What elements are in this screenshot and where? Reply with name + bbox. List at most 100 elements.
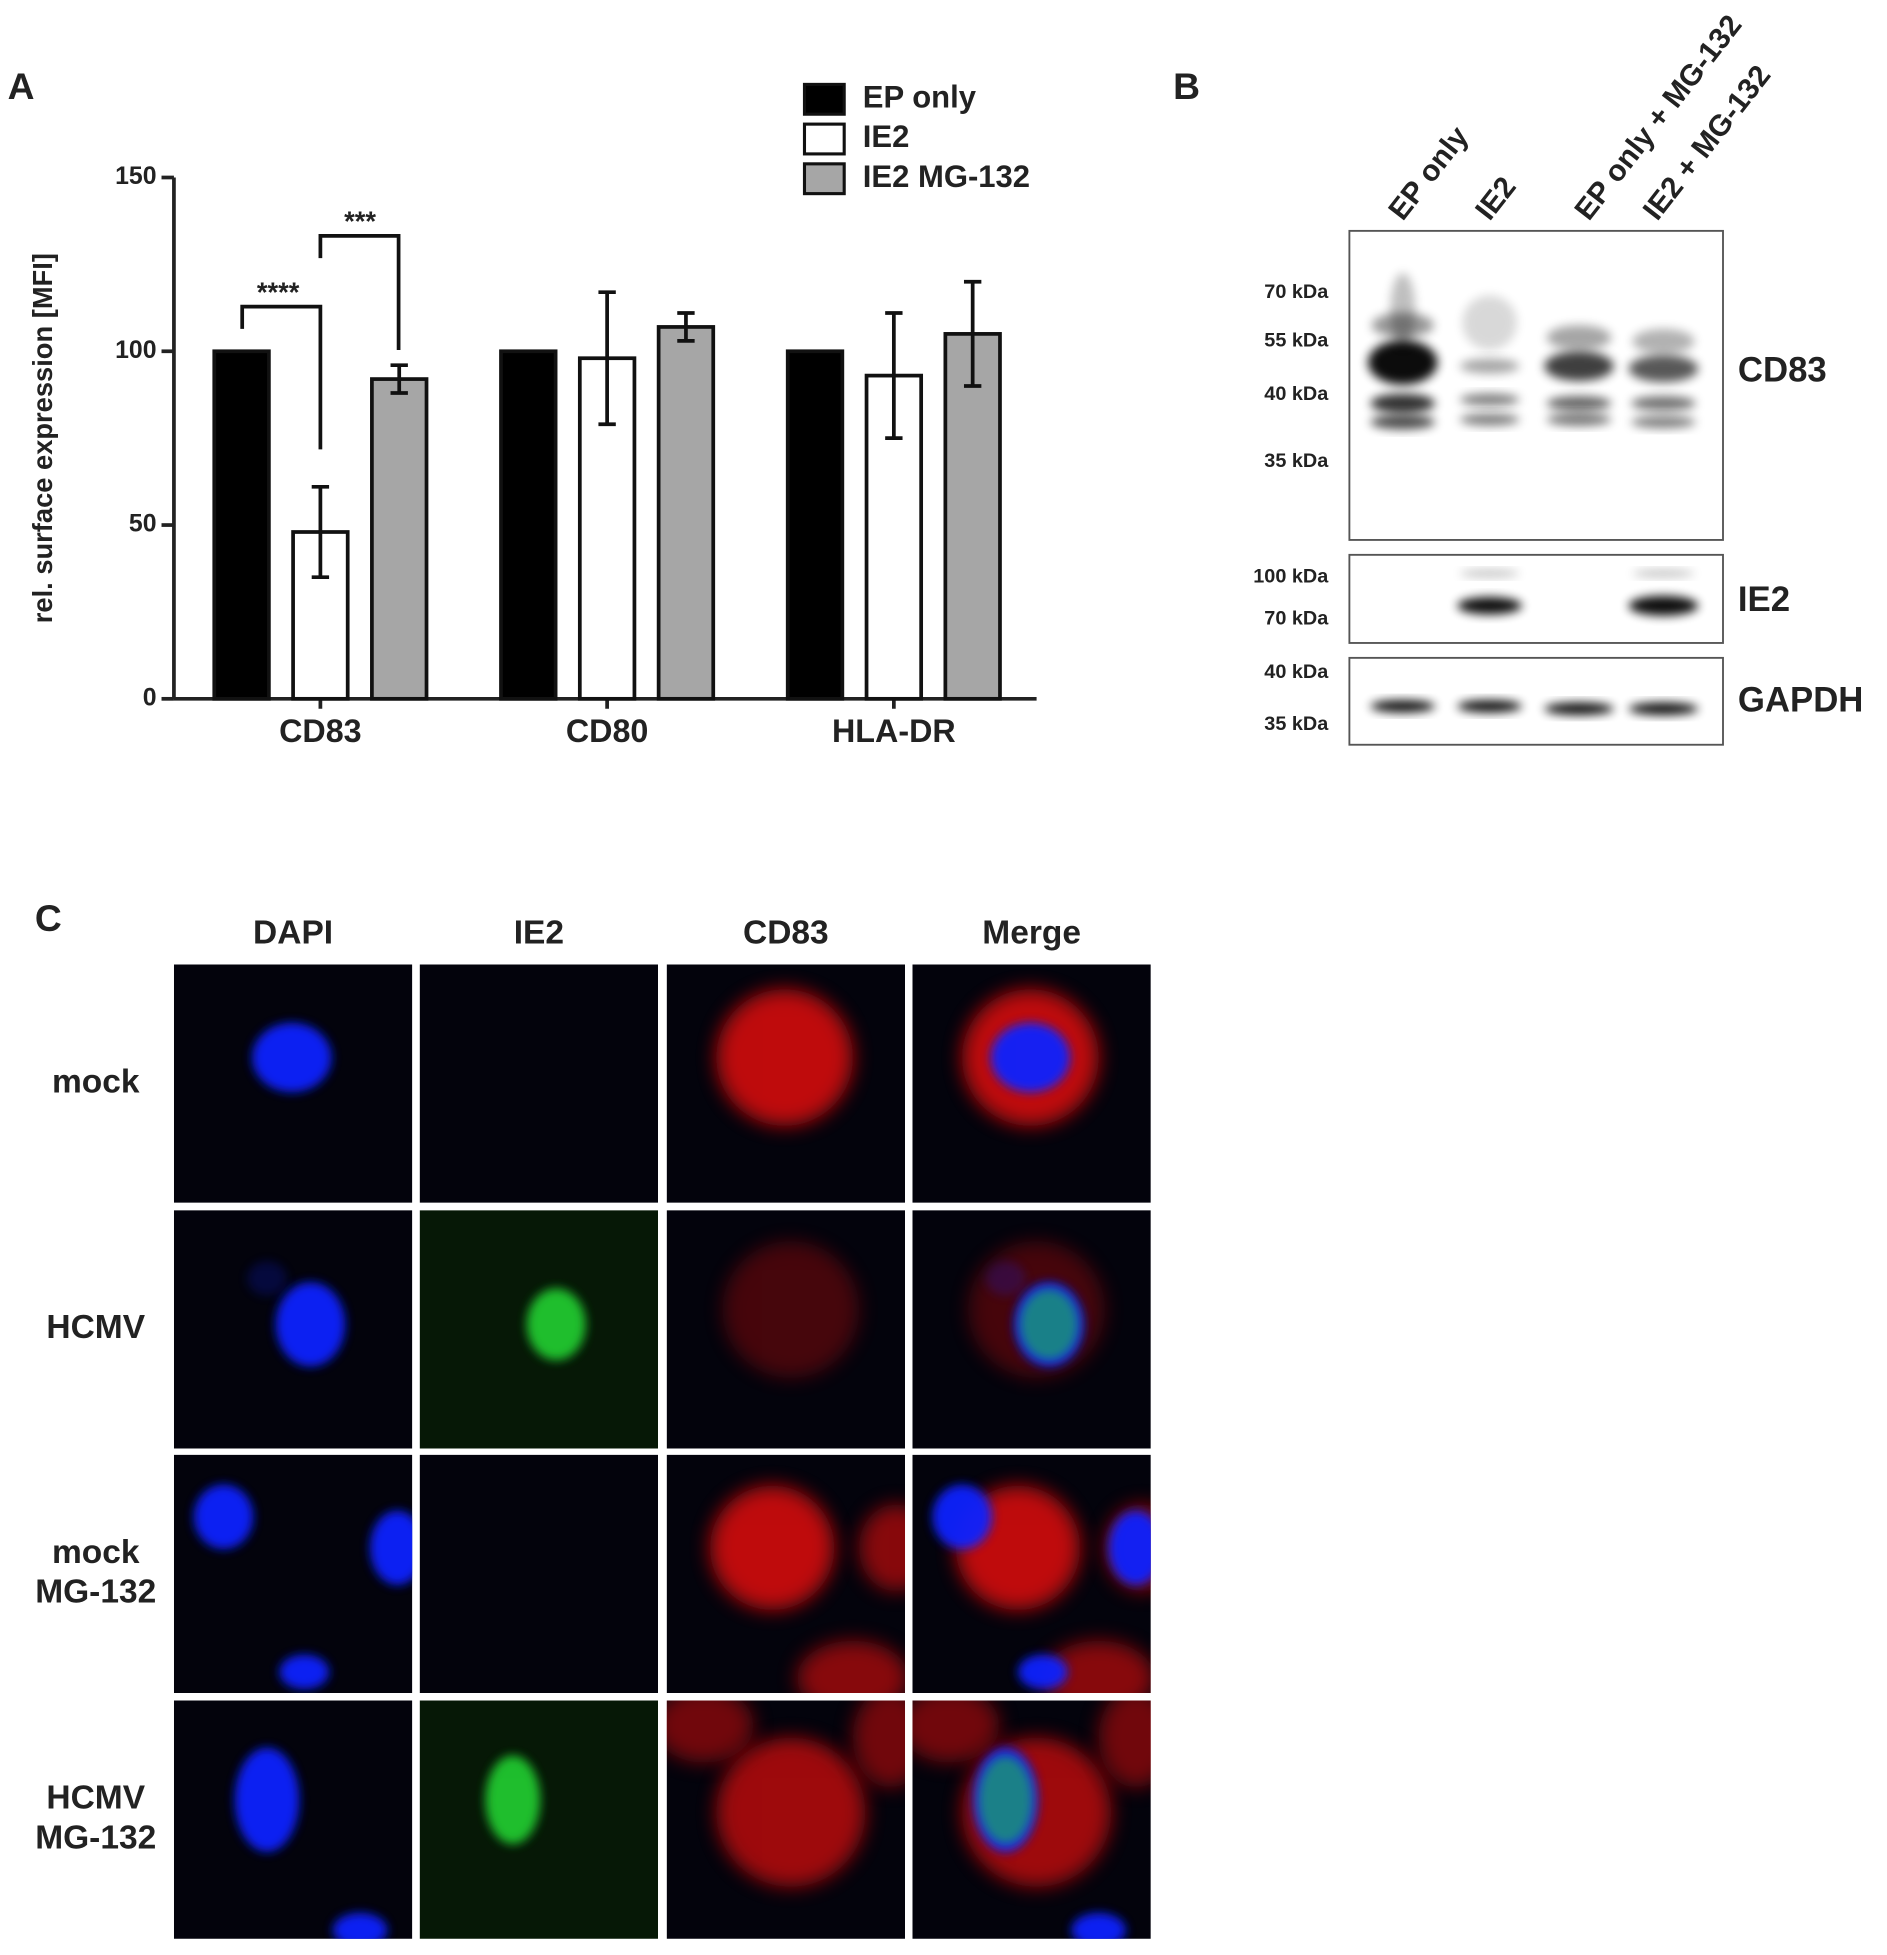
cd83-signal bbox=[1042, 1640, 1151, 1694]
micrograph bbox=[419, 1210, 659, 1449]
blot-band bbox=[1368, 340, 1438, 385]
nucleus bbox=[1017, 1654, 1068, 1690]
y-tick-label: 50 bbox=[129, 511, 157, 538]
nucleus bbox=[193, 1484, 254, 1550]
micrograph-bg bbox=[419, 1700, 659, 1939]
marker-label: 70 kDa bbox=[1264, 608, 1329, 630]
ie2-signal bbox=[978, 1755, 1033, 1845]
blot-band bbox=[1628, 702, 1699, 715]
legend-label: IE2 MG-132 bbox=[863, 159, 1030, 194]
cd83-signal bbox=[666, 1700, 754, 1763]
blot-band bbox=[1546, 325, 1612, 351]
micrograph-bg bbox=[419, 1454, 659, 1694]
cd83-signal bbox=[722, 1241, 860, 1378]
cd83-signal bbox=[716, 1737, 866, 1887]
blot-label: GAPDH bbox=[1738, 682, 1864, 720]
nucleus bbox=[370, 1510, 413, 1586]
blot-band bbox=[1370, 700, 1436, 713]
legend-swatch bbox=[802, 162, 846, 196]
nucleus bbox=[1108, 1510, 1151, 1586]
legend-label: EP only bbox=[863, 80, 977, 115]
blot-band bbox=[1390, 273, 1416, 348]
marker-label: 35 kDa bbox=[1264, 713, 1329, 735]
micrograph bbox=[173, 1700, 413, 1939]
micrograph bbox=[666, 1700, 906, 1939]
x-tick-label: CD83 bbox=[279, 713, 362, 749]
nucleus bbox=[990, 1022, 1071, 1093]
row-label: mock bbox=[52, 1063, 140, 1100]
blot-band bbox=[1459, 569, 1520, 578]
marker-label: 40 kDa bbox=[1264, 661, 1329, 683]
x-tick-label: HLA-DR bbox=[832, 713, 956, 749]
blot-band bbox=[1628, 354, 1699, 383]
bar bbox=[785, 349, 845, 701]
micrograph bbox=[912, 1454, 1151, 1694]
lane-label: EP only bbox=[1382, 120, 1475, 226]
column-header: CD83 bbox=[743, 915, 829, 952]
blot-band bbox=[1544, 351, 1614, 382]
y-tick-label: 0 bbox=[143, 684, 157, 711]
cd83-signal bbox=[710, 1485, 835, 1610]
nucleus bbox=[234, 1747, 300, 1852]
legend-swatch bbox=[802, 122, 846, 156]
row-label: mock bbox=[52, 1534, 140, 1571]
nucleus bbox=[275, 1282, 346, 1367]
bar bbox=[370, 377, 429, 701]
panel-label: A bbox=[8, 65, 35, 107]
blot-label: IE2 bbox=[1738, 581, 1790, 619]
blot-band bbox=[1459, 358, 1520, 374]
bar bbox=[212, 349, 271, 701]
blot-band bbox=[1459, 393, 1520, 406]
significance-label: **** bbox=[257, 276, 300, 307]
cd83-signal bbox=[859, 1504, 906, 1592]
panel-label: B bbox=[1173, 65, 1200, 107]
micrograph bbox=[666, 964, 906, 1203]
blot-band bbox=[1631, 415, 1696, 429]
blot-box bbox=[1348, 229, 1724, 541]
error-bar bbox=[885, 311, 903, 441]
blot-band bbox=[1546, 395, 1612, 411]
micrograph bbox=[173, 1454, 413, 1694]
cd83-signal bbox=[852, 1700, 906, 1788]
blot-band bbox=[1457, 597, 1522, 615]
blot-band bbox=[1628, 595, 1699, 616]
micrograph bbox=[173, 964, 413, 1203]
ie2-signal bbox=[1019, 1288, 1079, 1361]
nucleus bbox=[332, 1912, 388, 1939]
micrograph bbox=[666, 1454, 906, 1694]
micrograph bbox=[173, 1210, 413, 1449]
cd83-signal bbox=[912, 1700, 1000, 1763]
legend-label: IE2 bbox=[863, 119, 910, 154]
blot-band bbox=[1370, 393, 1436, 414]
blot-band bbox=[1457, 700, 1522, 713]
micrograph bbox=[419, 1454, 659, 1694]
marker-label: 70 kDa bbox=[1264, 281, 1329, 303]
nucleus bbox=[252, 1022, 332, 1093]
error-bar bbox=[390, 363, 408, 395]
marker-label: 40 kDa bbox=[1264, 383, 1329, 405]
micrograph bbox=[666, 1210, 906, 1449]
significance-bracket bbox=[318, 233, 401, 351]
row-label: MG-132 bbox=[35, 1819, 156, 1856]
error-bar bbox=[311, 484, 330, 580]
column-header: IE2 bbox=[514, 915, 564, 952]
bar bbox=[499, 349, 558, 701]
micrograph-bg bbox=[419, 964, 659, 1203]
blot-band bbox=[1544, 702, 1614, 715]
blot-band bbox=[1632, 328, 1695, 354]
lane-label: IE2 bbox=[1469, 171, 1523, 227]
micrograph bbox=[912, 1210, 1151, 1449]
nucleus bbox=[932, 1484, 992, 1550]
significance-label: *** bbox=[344, 206, 376, 237]
column-header: DAPI bbox=[253, 915, 333, 952]
error-bar bbox=[677, 311, 695, 343]
panel-label: C bbox=[35, 897, 62, 939]
blot-band bbox=[1459, 413, 1520, 426]
blot-band bbox=[1631, 395, 1696, 411]
y-axis-label: rel. surface expression [MFI] bbox=[27, 253, 58, 623]
marker-label: 35 kDa bbox=[1264, 450, 1329, 472]
error-bar bbox=[963, 279, 982, 388]
blot-band bbox=[1632, 569, 1695, 578]
